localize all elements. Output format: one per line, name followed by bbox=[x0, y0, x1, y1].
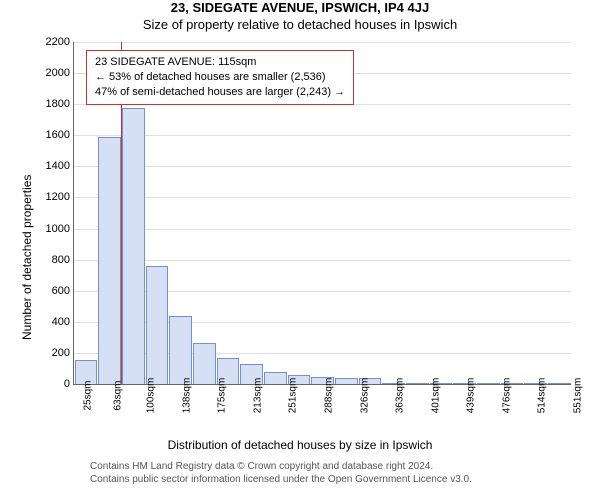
info-line-3: 47% of semi-detached houses are larger (… bbox=[95, 85, 345, 100]
bar bbox=[477, 383, 500, 384]
x-tick: 551sqm bbox=[572, 378, 583, 414]
bar bbox=[122, 108, 145, 384]
x-tick: 363sqm bbox=[394, 378, 405, 414]
x-tick: 401sqm bbox=[430, 378, 441, 414]
x-tick: 476sqm bbox=[501, 378, 512, 414]
bar bbox=[335, 378, 358, 384]
x-tick: 100sqm bbox=[145, 378, 156, 414]
info-box: 23 SIDEGATE AVENUE: 115sqm ← 53% of deta… bbox=[86, 50, 354, 105]
x-tick: 326sqm bbox=[359, 378, 370, 414]
x-tick: 138sqm bbox=[181, 378, 192, 414]
footer-attribution: Contains HM Land Registry data © Crown c… bbox=[90, 460, 472, 486]
info-line-2: ← 53% of detached houses are smaller (2,… bbox=[95, 70, 345, 85]
bar bbox=[264, 372, 287, 384]
x-tick: 63sqm bbox=[113, 380, 124, 410]
x-axis-label: Distribution of detached houses by size … bbox=[0, 438, 600, 452]
x-tick: 288sqm bbox=[323, 378, 334, 414]
x-tick: 514sqm bbox=[537, 378, 548, 414]
footer-line-1: Contains HM Land Registry data © Crown c… bbox=[90, 460, 472, 473]
x-axis-ticks: 25sqm63sqm100sqm138sqm175sqm213sqm251sqm… bbox=[73, 390, 570, 401]
bar bbox=[193, 343, 216, 384]
bar bbox=[146, 266, 169, 384]
bar bbox=[548, 383, 571, 384]
x-tick: 175sqm bbox=[216, 378, 227, 414]
chart-subtitle: Size of property relative to detached ho… bbox=[0, 17, 600, 32]
footer-line-2: Contains public sector information licen… bbox=[90, 473, 472, 486]
x-tick: 213sqm bbox=[252, 378, 263, 414]
x-tick: 25sqm bbox=[83, 380, 94, 410]
x-tick: 251sqm bbox=[288, 378, 299, 414]
info-line-1: 23 SIDEGATE AVENUE: 115sqm bbox=[95, 55, 345, 70]
y-axis: 2200200018001600140012001000800600400200… bbox=[40, 42, 70, 384]
x-tick: 439sqm bbox=[466, 378, 477, 414]
page-title: 23, SIDEGATE AVENUE, IPSWICH, IP4 4JJ bbox=[0, 0, 600, 15]
bar bbox=[406, 383, 429, 384]
bar bbox=[169, 316, 192, 384]
bar bbox=[98, 137, 121, 384]
y-axis-label: Number of detached properties bbox=[20, 175, 34, 340]
